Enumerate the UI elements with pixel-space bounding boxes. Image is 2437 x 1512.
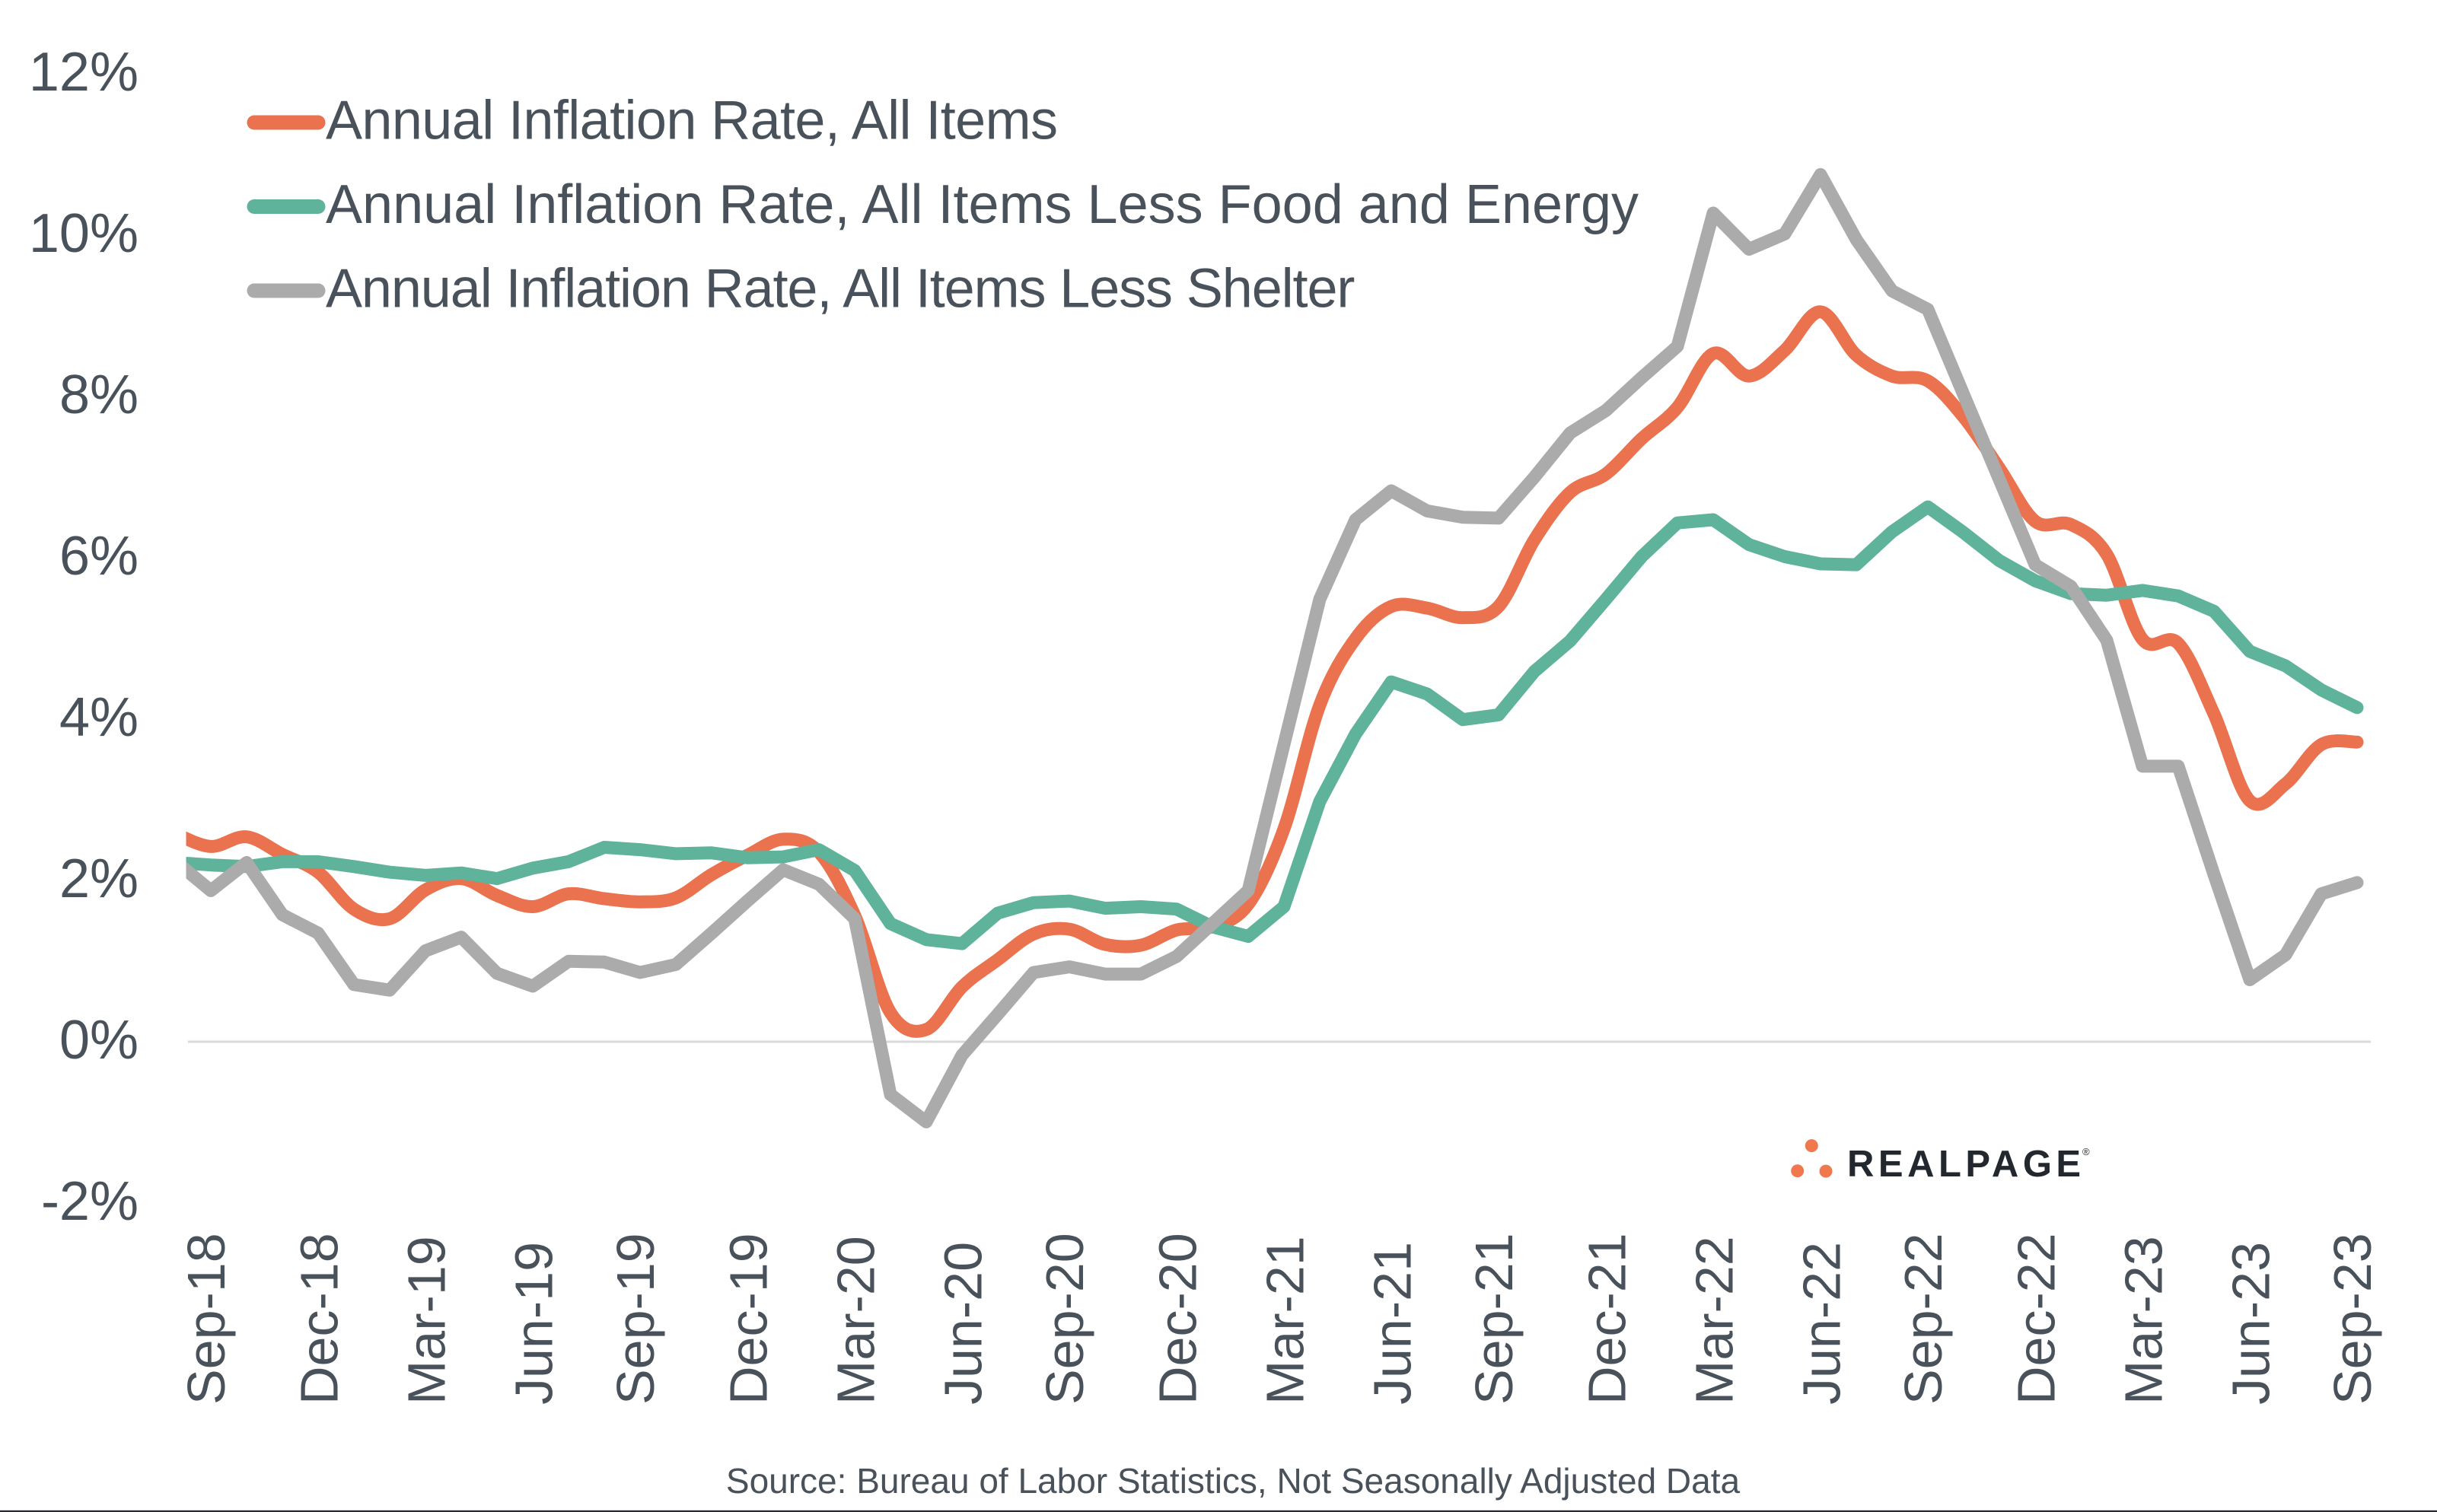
svg-text:-2%: -2% (41, 1171, 139, 1232)
svg-text:Mar-19: Mar-19 (397, 1236, 456, 1405)
svg-text:0%: 0% (59, 1010, 139, 1071)
svg-text:8%: 8% (59, 364, 139, 425)
svg-text:Jun-21: Jun-21 (1362, 1242, 1422, 1405)
svg-text:10%: 10% (29, 203, 139, 264)
svg-text:12%: 12% (29, 42, 139, 103)
svg-text:6%: 6% (59, 526, 139, 587)
svg-text:Dec-18: Dec-18 (289, 1233, 349, 1405)
svg-text:Mar-21: Mar-21 (1255, 1236, 1314, 1405)
svg-text:Jun-20: Jun-20 (933, 1242, 992, 1405)
svg-text:Jun-22: Jun-22 (1792, 1242, 1851, 1405)
svg-text:Annual Inflation Rate, All Ite: Annual Inflation Rate, All Items Less Sh… (326, 258, 1354, 319)
svg-text:Annual Inflation Rate, All Ite: Annual Inflation Rate, All Items Less Fo… (326, 174, 1639, 235)
svg-text:Sep-18: Sep-18 (177, 1233, 236, 1405)
svg-text:Sep-19: Sep-19 (606, 1233, 665, 1405)
svg-text:Sep-20: Sep-20 (1035, 1233, 1094, 1405)
svg-text:Dec-21: Dec-21 (1577, 1233, 1636, 1405)
svg-text:Mar-20: Mar-20 (826, 1236, 885, 1405)
svg-text:Jun-19: Jun-19 (504, 1242, 563, 1405)
svg-text:2%: 2% (59, 848, 139, 909)
svg-text:Sep-22: Sep-22 (1894, 1233, 1953, 1405)
svg-text:4%: 4% (59, 687, 139, 748)
svg-text:Jun-23: Jun-23 (2221, 1242, 2280, 1405)
svg-text:Dec-22: Dec-22 (2006, 1233, 2066, 1405)
svg-text:Source: Bureau of Labor Statis: Source: Bureau of Labor Statistics, Not … (726, 1461, 1741, 1501)
svg-text:®: ® (2082, 1146, 2090, 1157)
svg-text:Dec-20: Dec-20 (1148, 1233, 1207, 1405)
svg-text:Mar-23: Mar-23 (2114, 1236, 2173, 1405)
svg-text:Sep-23: Sep-23 (2323, 1233, 2382, 1405)
svg-text:Annual Inflation Rate, All Ite: Annual Inflation Rate, All Items (326, 90, 1057, 151)
svg-text:REALPAGE: REALPAGE (1847, 1144, 2085, 1185)
svg-text:Dec-19: Dec-19 (718, 1233, 778, 1405)
svg-text:Mar-22: Mar-22 (1684, 1236, 1744, 1405)
svg-text:Sep-21: Sep-21 (1464, 1233, 1524, 1405)
